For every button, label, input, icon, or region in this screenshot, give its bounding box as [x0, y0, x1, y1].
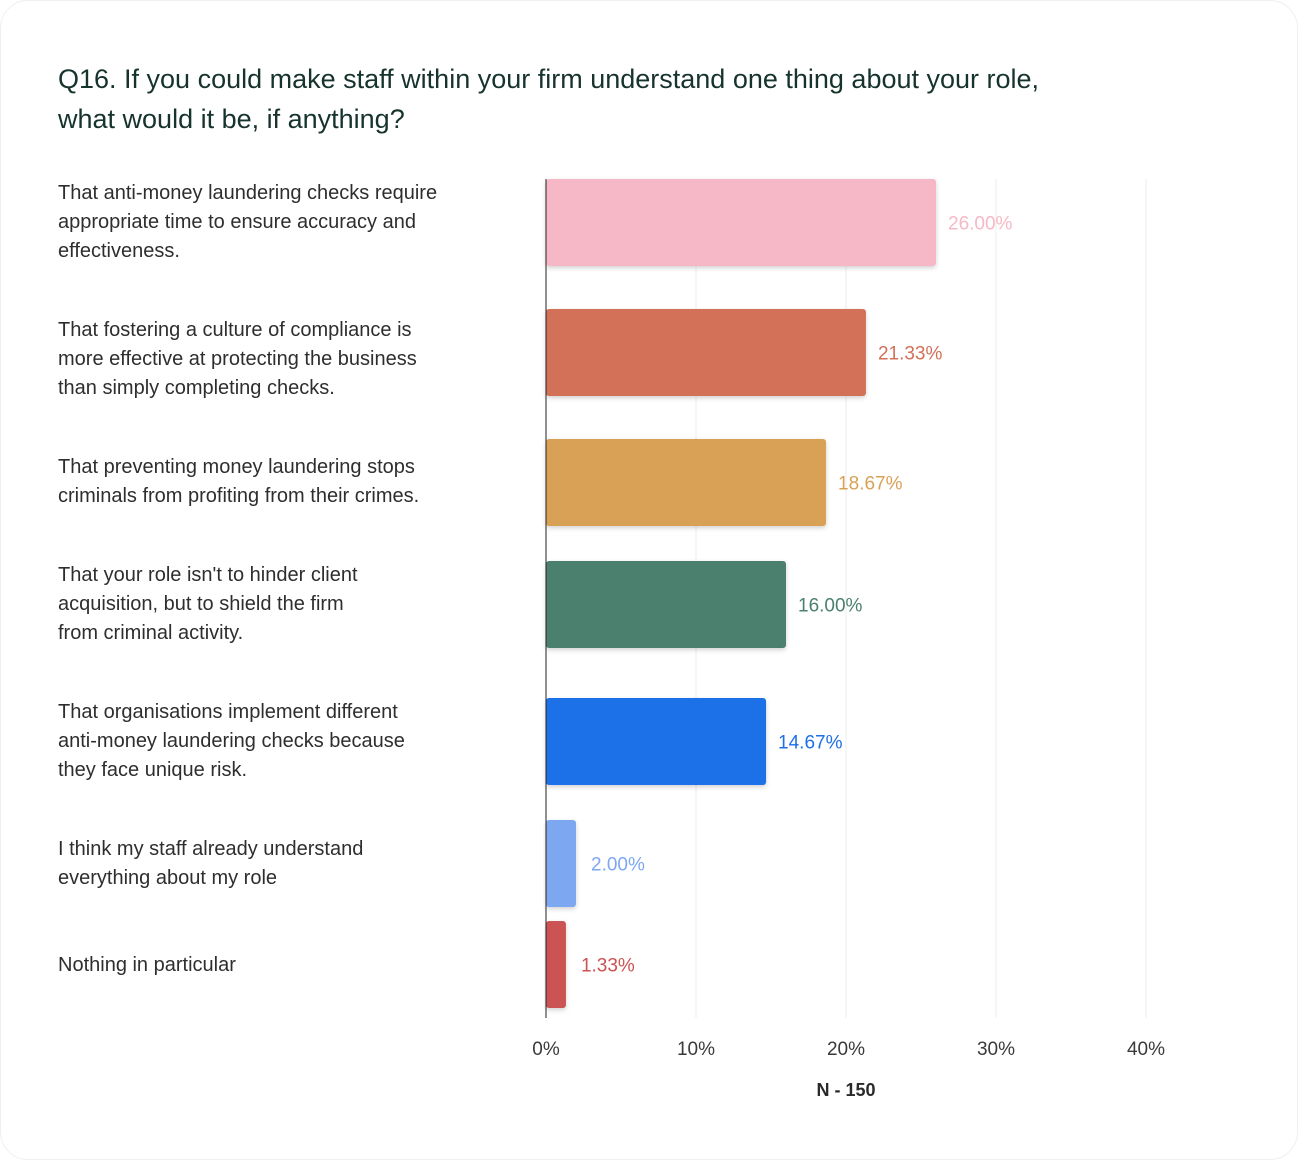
x-tick-label: 10% — [677, 1039, 715, 1060]
category-label: That anti-money laundering checks requir… — [58, 182, 438, 262]
category-label: Nothing in particular — [58, 954, 236, 976]
bar — [546, 439, 827, 526]
x-tick-label: 0% — [532, 1039, 560, 1060]
value-label: 1.33% — [581, 956, 635, 977]
x-tick-label: 40% — [1127, 1039, 1165, 1060]
bar — [546, 921, 566, 1008]
chart-title: Q16. If you could make staff within your… — [58, 64, 1040, 134]
category-label: That your role isn't to hinder client ac… — [58, 564, 358, 644]
category-label: That fostering a culture of compliance i… — [58, 319, 417, 399]
bar — [546, 698, 767, 785]
value-label: 21.33% — [878, 344, 943, 365]
x-axis-label: N - 150 — [816, 1080, 875, 1100]
bar — [546, 820, 576, 907]
value-label: 26.00% — [948, 214, 1013, 235]
value-label: 18.67% — [838, 474, 903, 495]
bar — [546, 561, 786, 648]
x-tick-label: 30% — [977, 1039, 1015, 1060]
value-label: 16.00% — [798, 596, 863, 617]
category-label: I think my staff already understand ever… — [58, 838, 364, 889]
category-label: That organisations implement different a… — [58, 701, 405, 781]
value-label: 14.67% — [778, 733, 843, 754]
x-tick-label: 20% — [827, 1039, 865, 1060]
bar — [546, 309, 866, 396]
bar — [546, 179, 936, 266]
value-label: 2.00% — [591, 855, 645, 876]
category-label: That preventing money laundering stops c… — [58, 456, 420, 507]
